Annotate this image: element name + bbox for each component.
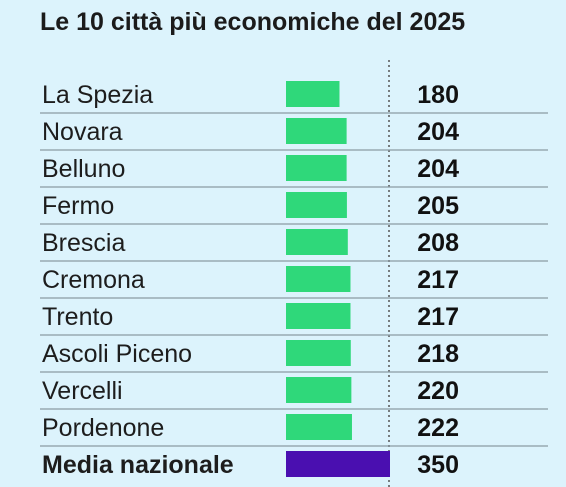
bar [286, 451, 390, 477]
category-label: Vercelli [42, 377, 123, 405]
bar [286, 81, 340, 107]
bar [286, 414, 352, 440]
value-label: 217 [417, 266, 459, 294]
category-label: Cremona [42, 266, 145, 294]
value-label: 218 [417, 340, 459, 368]
bar [286, 340, 351, 366]
category-label: Media nazionale [42, 451, 234, 479]
value-label: 220 [417, 377, 459, 405]
category-label: La Spezia [42, 81, 153, 109]
bar [286, 377, 352, 403]
value-label: 180 [417, 81, 459, 109]
category-label: Ascoli Piceno [42, 340, 192, 368]
value-label: 350 [417, 451, 459, 479]
category-label: Fermo [42, 192, 114, 220]
bar [286, 229, 348, 255]
category-label: Belluno [42, 155, 125, 183]
bar [286, 155, 347, 181]
value-label: 205 [417, 192, 459, 220]
value-label: 204 [417, 118, 459, 146]
chart-title: Le 10 città più economiche del 2025 [40, 8, 466, 36]
value-label: 204 [417, 155, 459, 183]
bar [286, 303, 351, 329]
category-label: Trento [42, 303, 113, 331]
bar [286, 118, 347, 144]
value-label: 208 [417, 229, 459, 257]
bar [286, 192, 347, 218]
category-label: Novara [42, 118, 123, 146]
bar [286, 266, 351, 292]
category-label: Brescia [42, 229, 125, 257]
category-label: Pordenone [42, 414, 164, 442]
value-label: 217 [417, 303, 459, 331]
value-label: 222 [417, 414, 459, 442]
